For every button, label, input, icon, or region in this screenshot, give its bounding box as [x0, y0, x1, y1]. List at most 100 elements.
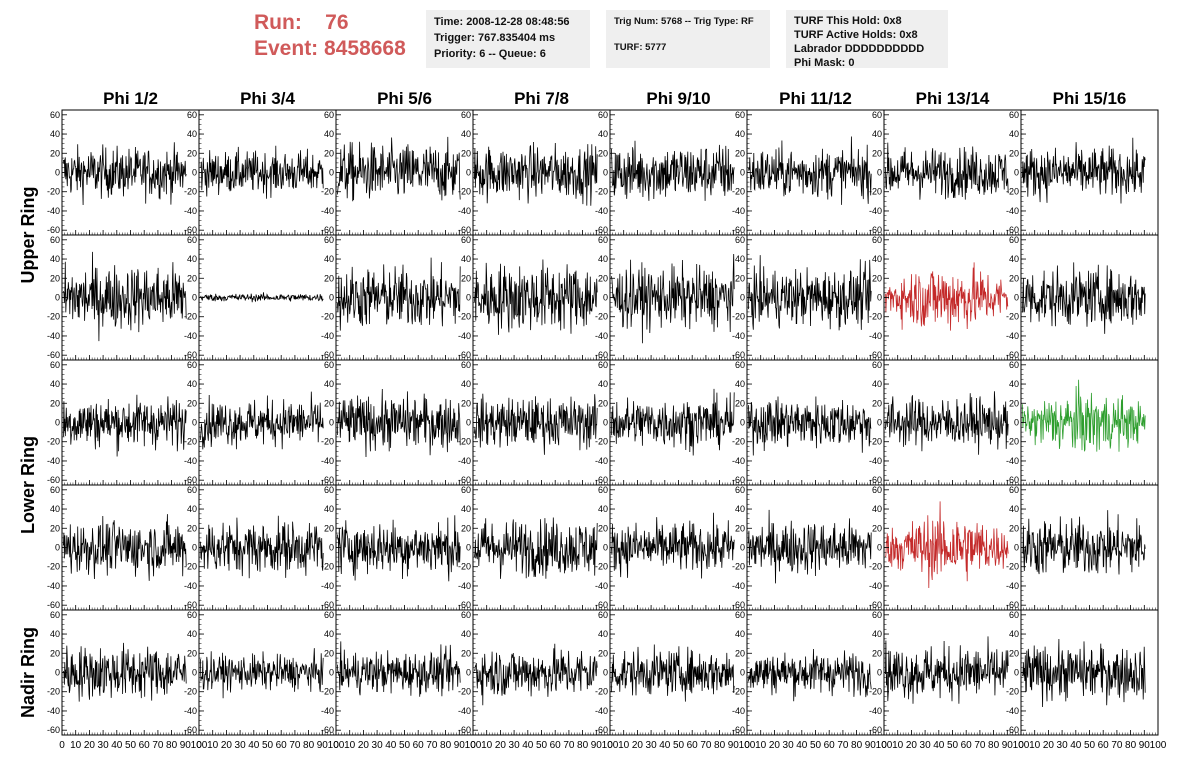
- x-tick-label: 20: [84, 740, 96, 751]
- y-tick-label: -60: [47, 725, 60, 735]
- x-tick-label: 40: [385, 740, 397, 751]
- y-tick-label: 60: [324, 235, 334, 245]
- y-tick-label: -60: [869, 600, 882, 610]
- y-tick-label: -20: [869, 187, 882, 197]
- y-tick-label: -40: [595, 456, 608, 466]
- y-tick-label: -40: [458, 456, 471, 466]
- y-tick-label: 60: [187, 110, 197, 120]
- y-tick-label: -20: [458, 187, 471, 197]
- waveform-r3-c5: [611, 388, 735, 456]
- waveform-r5-c5: [611, 644, 735, 702]
- x-tick-label: 70: [563, 740, 575, 751]
- y-tick-label: -20: [321, 312, 334, 322]
- y-tick-label: 20: [872, 273, 882, 283]
- y-tick-label: -60: [869, 225, 882, 235]
- y-tick-label: 20: [735, 523, 745, 533]
- x-tick-label: 40: [111, 740, 123, 751]
- x-tick-label: 40: [248, 740, 260, 751]
- waveform-r3-c4: [474, 393, 598, 455]
- y-tick-label: 20: [1009, 273, 1019, 283]
- turf-line: TURF: 5777: [614, 42, 667, 53]
- y-tick-label: 0: [466, 543, 471, 553]
- x-tick-label: 100: [1150, 740, 1167, 751]
- y-tick-label: 20: [50, 398, 60, 408]
- y-tick-label: 20: [461, 273, 471, 283]
- y-tick-label: 20: [598, 523, 608, 533]
- y-tick-label: 60: [50, 360, 60, 370]
- turf-hold-line: TURF This Hold: 0x8: [794, 15, 902, 27]
- x-tick-label: 60: [413, 740, 425, 751]
- x-tick-label: 70: [426, 740, 438, 751]
- y-tick-label: -60: [595, 475, 608, 485]
- y-tick-label: -60: [184, 350, 197, 360]
- y-tick-label: -40: [458, 206, 471, 216]
- x-tick-label: 40: [1070, 740, 1082, 751]
- y-tick-label: 40: [324, 129, 334, 139]
- y-tick-label: -60: [184, 725, 197, 735]
- y-tick-label: 20: [872, 523, 882, 533]
- y-tick-label: 60: [735, 485, 745, 495]
- y-tick-label: 60: [598, 235, 608, 245]
- waveform-r1-c1: [63, 142, 187, 206]
- y-tick-label: -60: [321, 350, 334, 360]
- waveform-r2-c4: [474, 259, 598, 335]
- y-tick-label: -40: [321, 456, 334, 466]
- x-tick-label: 10: [344, 740, 356, 751]
- y-tick-label: 60: [187, 235, 197, 245]
- y-tick-label: -20: [1006, 562, 1019, 572]
- x-tick-label: 70: [974, 740, 986, 751]
- x-tick-label: 20: [358, 740, 370, 751]
- y-tick-label: -60: [1006, 225, 1019, 235]
- waveform-r1-c4: [474, 141, 598, 206]
- y-tick-label: -60: [458, 600, 471, 610]
- waveform-r5-c1: [63, 642, 187, 702]
- y-tick-label: -40: [1006, 206, 1019, 216]
- y-tick-label: -20: [184, 562, 197, 572]
- y-tick-label: 20: [461, 648, 471, 658]
- y-tick-label: 0: [329, 543, 334, 553]
- y-tick-label: -20: [1006, 687, 1019, 697]
- y-tick-label: -60: [184, 600, 197, 610]
- x-tick-label: 0: [196, 740, 202, 751]
- x-tick-label: 50: [262, 740, 274, 751]
- y-tick-label: 0: [55, 543, 60, 553]
- x-tick-label: 100: [191, 740, 208, 751]
- ring-label-1: Upper Ring: [18, 187, 38, 284]
- y-tick-label: 60: [324, 610, 334, 620]
- x-tick-label: 50: [673, 740, 685, 751]
- y-tick-label: -20: [321, 562, 334, 572]
- y-tick-label: -60: [595, 725, 608, 735]
- waveform-r3-c8: [1022, 379, 1146, 452]
- y-tick-label: 0: [877, 168, 882, 178]
- y-tick-label: -20: [732, 187, 745, 197]
- run-line: Run: 76: [254, 10, 406, 36]
- y-tick-label: -40: [47, 331, 60, 341]
- y-tick-label: 0: [329, 293, 334, 303]
- y-tick-label: 40: [461, 254, 471, 264]
- y-tick-label: 40: [50, 254, 60, 264]
- x-tick-label: 20: [769, 740, 781, 751]
- y-tick-label: -60: [184, 225, 197, 235]
- y-tick-label: -20: [1006, 437, 1019, 447]
- waveform-r4-c1: [63, 514, 187, 581]
- column-title-1: Phi 1/2: [103, 89, 158, 108]
- y-tick-label: 0: [55, 418, 60, 428]
- y-tick-label: 20: [1009, 648, 1019, 658]
- y-tick-label: 60: [872, 110, 882, 120]
- y-tick-label: 20: [50, 648, 60, 658]
- y-tick-label: 60: [735, 360, 745, 370]
- y-tick-label: 0: [192, 418, 197, 428]
- x-tick-label: 90: [317, 740, 329, 751]
- y-tick-label: -60: [184, 475, 197, 485]
- waveform-r5-c2: [200, 648, 324, 699]
- y-tick-label: 0: [55, 293, 60, 303]
- labrador-line: Labrador DDDDDDDDDD: [794, 43, 925, 55]
- y-tick-label: 40: [187, 629, 197, 639]
- y-tick-label: -20: [47, 187, 60, 197]
- y-tick-label: 0: [877, 293, 882, 303]
- waveform-r5-c6: [748, 648, 872, 702]
- y-tick-label: 60: [461, 485, 471, 495]
- y-tick-label: 0: [1014, 168, 1019, 178]
- x-tick-label: 30: [646, 740, 658, 751]
- x-tick-label: 30: [920, 740, 932, 751]
